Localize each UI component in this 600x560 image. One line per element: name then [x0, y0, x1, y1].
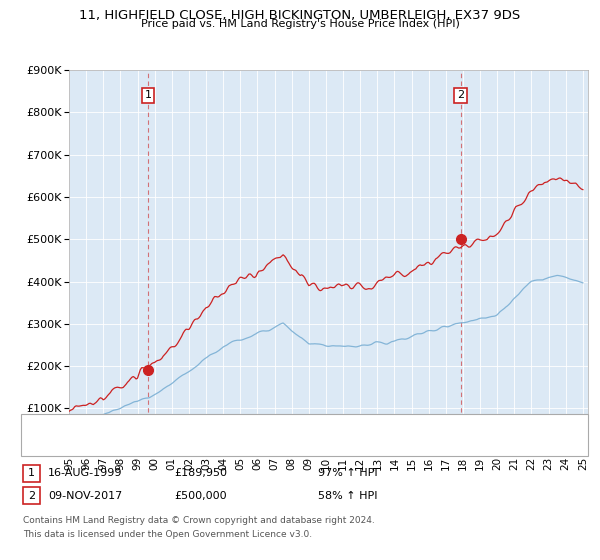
Text: Price paid vs. HM Land Registry's House Price Index (HPI): Price paid vs. HM Land Registry's House … [140, 19, 460, 29]
Text: 1: 1 [28, 468, 35, 478]
Text: 2: 2 [457, 90, 464, 100]
Text: 1: 1 [145, 90, 152, 100]
Text: ——: —— [33, 419, 61, 433]
Text: 2: 2 [28, 491, 35, 501]
Text: 11, HIGHFIELD CLOSE, HIGH BICKINGTON, UMBERLEIGH, EX37 9DS: 11, HIGHFIELD CLOSE, HIGH BICKINGTON, UM… [79, 9, 521, 22]
Text: This data is licensed under the Open Government Licence v3.0.: This data is licensed under the Open Gov… [23, 530, 312, 539]
Text: 09-NOV-2017: 09-NOV-2017 [48, 491, 122, 501]
Text: HPI: Average price, detached house, Torridge: HPI: Average price, detached house, Torr… [60, 441, 280, 451]
Text: £500,000: £500,000 [174, 491, 227, 501]
Text: 58% ↑ HPI: 58% ↑ HPI [318, 491, 377, 501]
Text: Contains HM Land Registry data © Crown copyright and database right 2024.: Contains HM Land Registry data © Crown c… [23, 516, 374, 525]
Text: 97% ↑ HPI: 97% ↑ HPI [318, 468, 377, 478]
Text: £189,950: £189,950 [174, 468, 227, 478]
Text: 11, HIGHFIELD CLOSE, HIGH BICKINGTON, UMBERLEIGH, EX37 9DS (detached house): 11, HIGHFIELD CLOSE, HIGH BICKINGTON, UM… [60, 421, 476, 431]
Text: ——: —— [33, 439, 61, 453]
Text: 16-AUG-1999: 16-AUG-1999 [48, 468, 122, 478]
